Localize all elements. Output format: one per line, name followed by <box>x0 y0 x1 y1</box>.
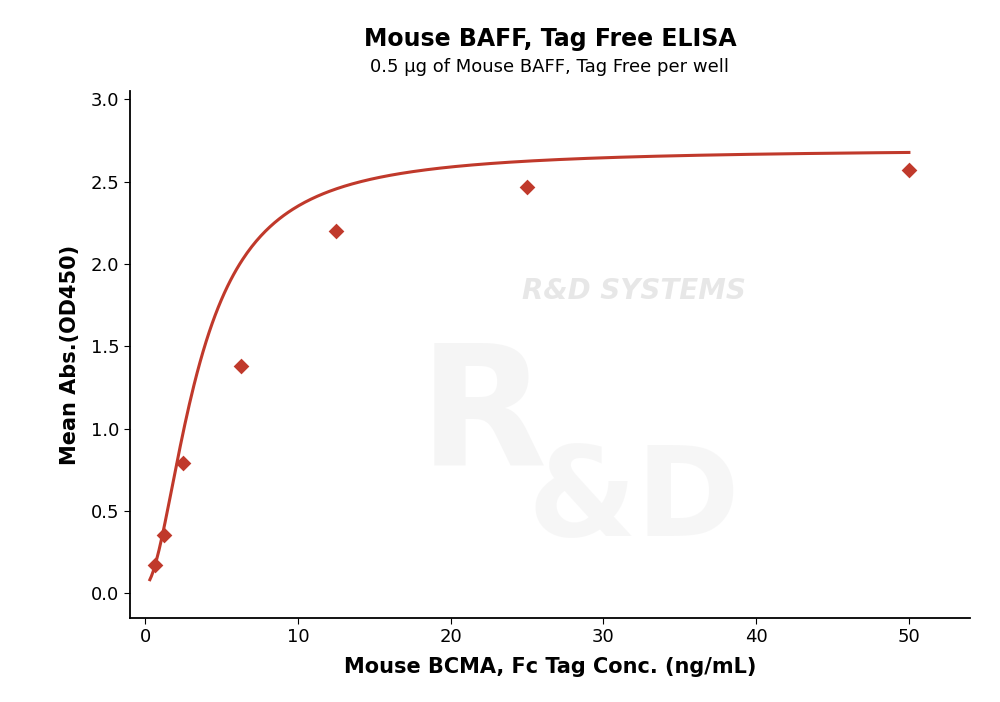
Text: R: R <box>419 336 547 499</box>
Point <box>175 458 191 469</box>
Point <box>233 360 249 371</box>
Point <box>147 559 163 571</box>
Point <box>519 181 535 192</box>
Text: &D: &D <box>528 442 740 562</box>
Point <box>328 225 344 237</box>
Text: Mouse BAFF, Tag Free ELISA: Mouse BAFF, Tag Free ELISA <box>364 27 736 51</box>
Text: 0.5 μg of Mouse BAFF, Tag Free per well: 0.5 μg of Mouse BAFF, Tag Free per well <box>370 58 730 76</box>
X-axis label: Mouse BCMA, Fc Tag Conc. (ng/mL): Mouse BCMA, Fc Tag Conc. (ng/mL) <box>344 657 756 677</box>
Y-axis label: Mean Abs.(OD450): Mean Abs.(OD450) <box>60 244 80 465</box>
Point <box>156 530 172 541</box>
Point <box>901 164 917 176</box>
Text: R&D SYSTEMS: R&D SYSTEMS <box>522 277 746 305</box>
